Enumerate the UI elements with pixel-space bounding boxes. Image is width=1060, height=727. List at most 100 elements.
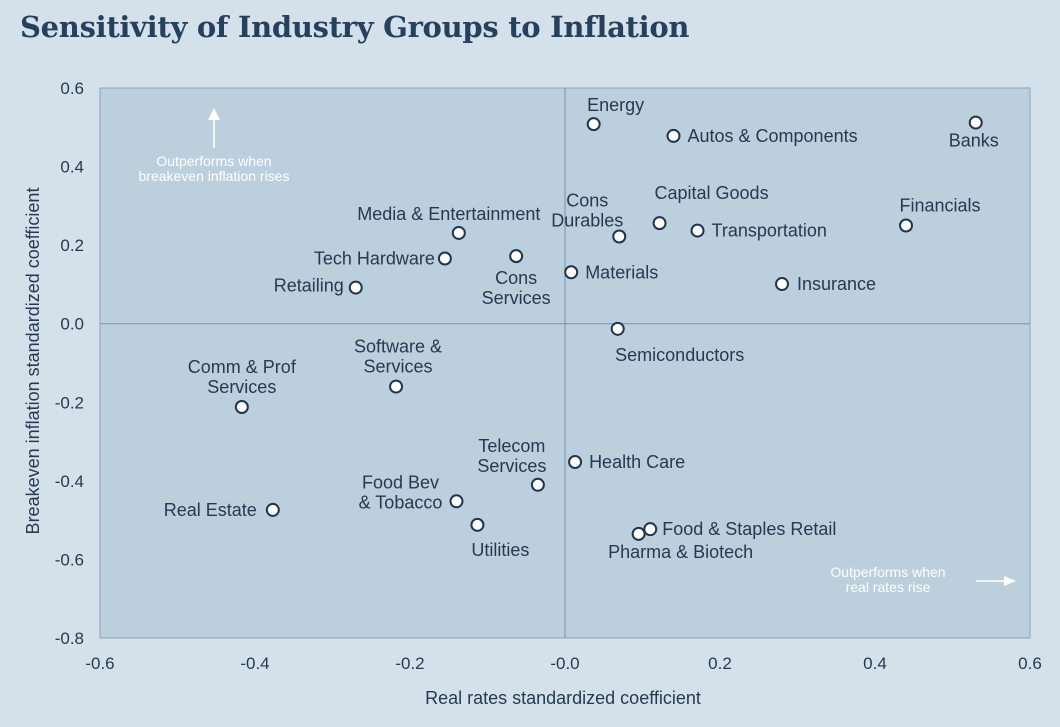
point-label: Capital Goods (655, 183, 769, 203)
x-tick-label: 0.2 (708, 654, 732, 673)
point-software-and-services (389, 379, 404, 394)
point-label: Durables (551, 211, 623, 231)
point-health-care (568, 455, 583, 469)
y-axis-label: Breakeven inflation standardized coeffic… (23, 188, 43, 535)
label-software-and-services: Software &Services (354, 337, 442, 377)
point-label: Services (477, 456, 546, 476)
label-banks: Banks (949, 131, 999, 151)
x-tick-label: -0.0 (550, 654, 579, 673)
label-energy: Energy (587, 95, 644, 115)
y-tick-label: -0.6 (55, 550, 84, 569)
point-label: Autos & Components (688, 126, 858, 146)
right-arrowhead-icon (1004, 576, 1016, 586)
point-financials (899, 218, 913, 233)
point-cons-services (509, 249, 524, 264)
annotation-text: Outperforms when (830, 564, 945, 580)
point-label: Retailing (274, 276, 344, 296)
point-label: & Tobacco (359, 492, 443, 512)
point-label: Energy (587, 95, 644, 115)
point-food-and-staples-retail (643, 522, 658, 537)
x-tick-label: -0.4 (240, 654, 269, 673)
y-tick-label: 0.4 (60, 158, 84, 177)
point-real-estate (265, 502, 280, 517)
up-arrowhead-icon (208, 108, 220, 120)
point-banks (968, 115, 983, 130)
y-tick-label: -0.2 (55, 393, 84, 412)
point-label: Semiconductors (615, 345, 744, 365)
point-utilities (470, 517, 485, 532)
point-label: Tech Hardware (314, 249, 435, 269)
label-financials: Financials (899, 196, 980, 216)
y-tick-label: -0.8 (55, 629, 84, 648)
point-transportation (690, 223, 705, 238)
point-telecom-services (530, 477, 545, 492)
point-label: Comm & Prof (188, 357, 297, 377)
x-tick-label: 0.6 (1018, 654, 1042, 673)
x-tick-label: -0.2 (395, 654, 424, 673)
point-label: Telecom (478, 436, 545, 456)
label-media-and-entertainment: Media & Entertainment (357, 204, 540, 224)
point-label: Insurance (797, 274, 876, 294)
x-tick-label: 0.4 (863, 654, 887, 673)
point-retailing (348, 280, 363, 295)
point-label: Pharma & Biotech (608, 542, 753, 562)
point-label: Cons (566, 191, 608, 211)
label-pharma-and-biotech: Pharma & Biotech (608, 542, 753, 562)
point-semiconductors (610, 321, 625, 336)
point-label: Media & Entertainment (357, 204, 540, 224)
point-label: Services (364, 357, 433, 377)
y-tick-label: 0.6 (60, 79, 84, 98)
point-tech-hardware (437, 251, 452, 266)
point-label: Real Estate (164, 500, 257, 520)
label-autos-and-components: Autos & Components (688, 126, 858, 146)
point-label: Cons (495, 268, 537, 288)
x-tick-label: -0.6 (85, 654, 114, 673)
point-label: Services (482, 288, 551, 308)
label-insurance: Insurance (797, 274, 876, 294)
label-utilities: Utilities (471, 540, 529, 560)
data-points (234, 115, 983, 541)
point-cons-durables (612, 229, 627, 244)
point-pharma-and-biotech (631, 526, 646, 541)
annotation-text: real rates rise (846, 579, 931, 595)
point-media-and-entertainment (451, 225, 466, 240)
point-label: Food & Staples Retail (662, 519, 836, 539)
point-comm-and-prof-services (234, 400, 249, 414)
annotation-text: Outperforms when (156, 153, 271, 169)
label-transportation: Transportation (712, 221, 827, 241)
chart-title: Sensitivity of Industry Groups to Inflat… (20, 10, 690, 44)
point-label: Financials (899, 196, 980, 216)
x-axis-label: Real rates standardized coefficient (425, 688, 701, 708)
point-autos-and-components (666, 128, 681, 143)
point-energy (586, 117, 601, 132)
point-insurance (775, 277, 789, 292)
label-food-bev-and-tobacco: Food Bev& Tobacco (359, 472, 443, 512)
label-semiconductors: Semiconductors (615, 345, 744, 365)
label-health-care: Health Care (589, 452, 685, 472)
point-materials (564, 265, 579, 280)
y-tick-label: 0.0 (60, 315, 84, 334)
label-retailing: Retailing (274, 276, 344, 296)
point-label: Services (207, 377, 276, 397)
label-food-and-staples-retail: Food & Staples Retail (662, 519, 836, 539)
point-label: Materials (585, 262, 658, 282)
label-tech-hardware: Tech Hardware (314, 249, 435, 269)
label-materials: Materials (585, 262, 658, 282)
point-food-bev-and-tobacco (449, 494, 464, 509)
annotation-text: breakeven inflation rises (139, 168, 290, 184)
label-capital-goods: Capital Goods (655, 183, 769, 203)
x-axis: -0.6 -0.4 -0.2 -0.0 0.2 0.4 0.6 Real rates stan… (85, 654, 1041, 708)
point-label: Transportation (712, 221, 827, 241)
point-label: Food Bev (362, 472, 439, 492)
y-axis: 0.6 0.4 0.2 0.0 -0.2 -0.4 -0.6 -0.8 Breakeven in… (23, 79, 84, 648)
y-tick-label: 0.2 (60, 236, 84, 255)
point-label: Banks (949, 131, 999, 151)
